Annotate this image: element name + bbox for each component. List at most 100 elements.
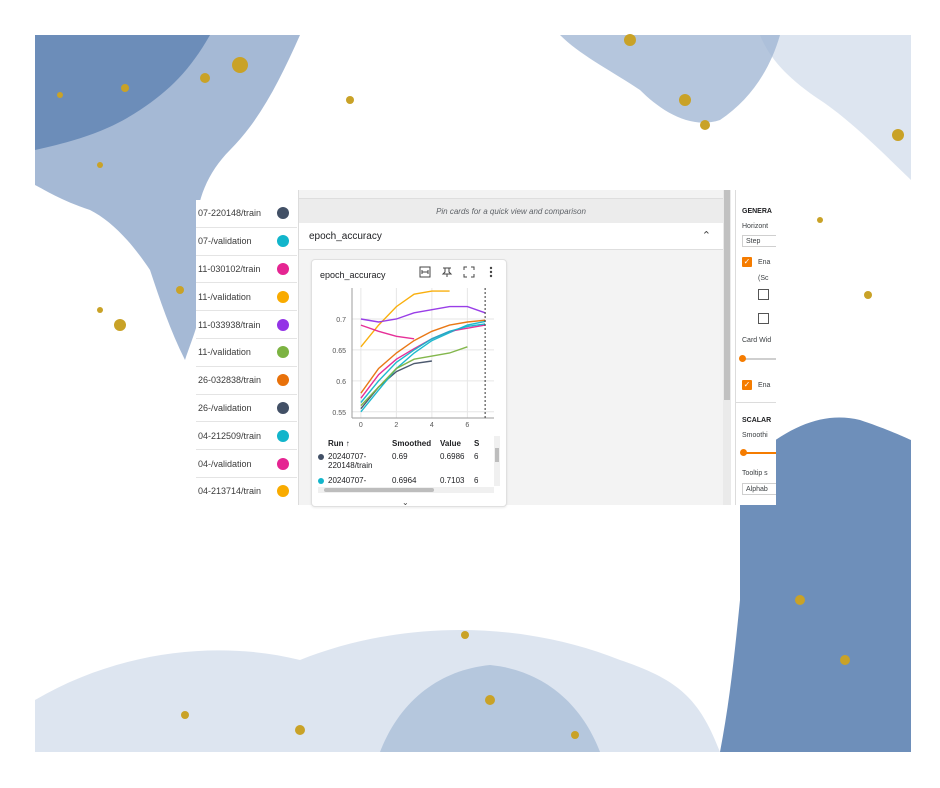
- settings-divider: [736, 402, 776, 403]
- run-color-swatch[interactable]: [277, 485, 289, 498]
- run-label: 26-032838/train: [198, 375, 262, 386]
- card-width-slider-thumb[interactable]: [739, 355, 746, 362]
- sub-note: (Sc: [758, 275, 769, 282]
- smoothing-slider-thumb[interactable]: [740, 449, 747, 456]
- card-group-title: epoch_accuracy: [309, 230, 382, 242]
- cell-step: 6: [474, 452, 479, 461]
- run-item[interactable]: 26-/validation: [196, 395, 297, 423]
- series-line: [360, 346, 468, 407]
- x-tick-label: 4: [430, 422, 434, 429]
- series-line: [360, 320, 486, 413]
- run-label: 04-/validation: [198, 458, 252, 469]
- series-line: [360, 305, 486, 323]
- scalars-main-area: Pin cards for a quick view and compariso…: [298, 190, 731, 507]
- tooltip-table: Run ↑ Smoothed Value S 20240707-220148/t…: [318, 436, 500, 498]
- x-tick-label: 6: [465, 422, 469, 429]
- run-item[interactable]: 04-213714/train: [196, 478, 297, 505]
- tooltip-sorting-label: Tooltip s: [742, 470, 768, 477]
- series-line: [360, 290, 450, 348]
- series-line: [360, 319, 486, 394]
- run-color-swatch[interactable]: [277, 207, 289, 220]
- chevron-up-icon[interactable]: ⌃: [701, 230, 711, 242]
- card-group-header[interactable]: epoch_accuracy ⌃: [299, 223, 723, 250]
- run-color-swatch[interactable]: [277, 235, 289, 248]
- run-label: 04-213714/train: [198, 486, 262, 497]
- x-tick-label: 2: [394, 422, 398, 429]
- cell-smoothed: 0.6964: [392, 476, 417, 485]
- run-label: 11-/validation: [198, 347, 251, 358]
- col-run[interactable]: Run ↑: [328, 438, 350, 448]
- card-width-slider-track[interactable]: [742, 358, 776, 360]
- pin-icon[interactable]: [440, 266, 454, 280]
- card-title: epoch_accuracy: [320, 270, 386, 280]
- run-label: 11-/validation: [198, 291, 251, 302]
- table-row: 20240707-220148/train 0.69 0.6986 6: [318, 452, 500, 474]
- run-label: 11-033938/train: [198, 319, 261, 330]
- run-label: 07-/validation: [198, 236, 252, 247]
- run-color-swatch[interactable]: [277, 262, 289, 275]
- fullscreen-icon[interactable]: [462, 266, 476, 280]
- enable-label-2: Ena: [758, 382, 771, 389]
- enable-label-1: Ena: [758, 259, 771, 266]
- col-step[interactable]: S: [474, 438, 480, 448]
- cell-value: 0.7103: [440, 476, 465, 485]
- run-list: 07-220148/train 07-/validation 11-030102/t…: [196, 200, 297, 505]
- smoothing-slider-track[interactable]: [742, 452, 776, 454]
- run-item[interactable]: 04-212509/train: [196, 422, 297, 451]
- run-color-swatch[interactable]: [277, 318, 289, 331]
- series-color-dot: [318, 478, 324, 484]
- general-heading: GENERA: [742, 208, 772, 215]
- table-row: 20240707- 0.6964 0.7103 6: [318, 476, 500, 498]
- cell-smoothed: 0.69: [392, 452, 408, 461]
- tooltip-sorting-select[interactable]: Alphab: [742, 483, 776, 495]
- more-vert-icon[interactable]: [484, 266, 498, 280]
- cell-run: 20240707-: [328, 476, 367, 485]
- run-item[interactable]: 07-/validation: [196, 228, 297, 256]
- chevron-down-icon[interactable]: ⌄: [402, 498, 409, 507]
- main-scrollbar[interactable]: [723, 190, 731, 505]
- run-label: 26-/validation: [198, 402, 252, 413]
- series-line: [360, 360, 432, 410]
- option-checkbox-1[interactable]: [758, 289, 769, 300]
- epoch-accuracy-chart[interactable]: 0.55 0.6 0.65 0.7 0 2 4 6: [312, 282, 506, 432]
- cell-value: 0.6986: [440, 452, 465, 461]
- fit-domain-icon[interactable]: [418, 266, 432, 280]
- pin-cards-hint: Pin cards for a quick view and compariso…: [299, 198, 723, 224]
- table-vertical-scrollbar[interactable]: [494, 436, 500, 486]
- y-tick-label: 0.55: [332, 410, 346, 417]
- horizontal-axis-select[interactable]: Step: [742, 235, 776, 247]
- y-tick-label: 0.6: [336, 379, 346, 386]
- run-color-swatch[interactable]: [277, 290, 289, 303]
- table-horizontal-scrollbar[interactable]: [318, 487, 494, 493]
- scalar-card: epoch_accuracy 0.55 0.6 0.65 0.7 0 2 4 6 Run ↑ …: [311, 259, 507, 507]
- cell-step: 6: [474, 476, 479, 485]
- enable-checkbox-1[interactable]: ✓: [742, 257, 752, 267]
- col-smoothed[interactable]: Smoothed: [392, 438, 432, 448]
- run-label: 11-030102/train: [198, 263, 261, 274]
- run-item[interactable]: 07-220148/train: [196, 200, 297, 228]
- option-checkbox-2[interactable]: [758, 313, 769, 324]
- run-color-swatch[interactable]: [277, 346, 289, 359]
- run-color-swatch[interactable]: [277, 457, 289, 470]
- run-label: 04-212509/train: [198, 430, 262, 441]
- y-tick-label: 0.7: [336, 317, 346, 324]
- run-item[interactable]: 11-030102/train: [196, 256, 297, 284]
- col-value[interactable]: Value: [440, 438, 461, 448]
- horizontal-axis-label: Horizont: [742, 223, 769, 230]
- smoothing-label: Smoothi: [742, 432, 768, 439]
- series-line: [360, 323, 486, 403]
- run-color-swatch[interactable]: [277, 374, 289, 387]
- run-item[interactable]: 11-/validation: [196, 339, 297, 367]
- run-color-swatch[interactable]: [277, 401, 289, 414]
- run-item[interactable]: 11-033938/train: [196, 311, 297, 339]
- y-tick-label: 0.65: [332, 348, 346, 355]
- card-toolbar: [418, 266, 498, 280]
- run-item[interactable]: 04-/validation: [196, 450, 297, 478]
- settings-panel: GENERA Horizont Step ✓ Ena (Sc Card Wid …: [735, 190, 776, 505]
- scalars-heading: SCALAR: [742, 417, 772, 424]
- run-item[interactable]: 11-/validation: [196, 283, 297, 312]
- run-color-swatch[interactable]: [277, 429, 289, 442]
- enable-checkbox-2[interactable]: ✓: [742, 380, 752, 390]
- run-label: 07-220148/train: [198, 208, 262, 219]
- run-item[interactable]: 26-032838/train: [196, 367, 297, 395]
